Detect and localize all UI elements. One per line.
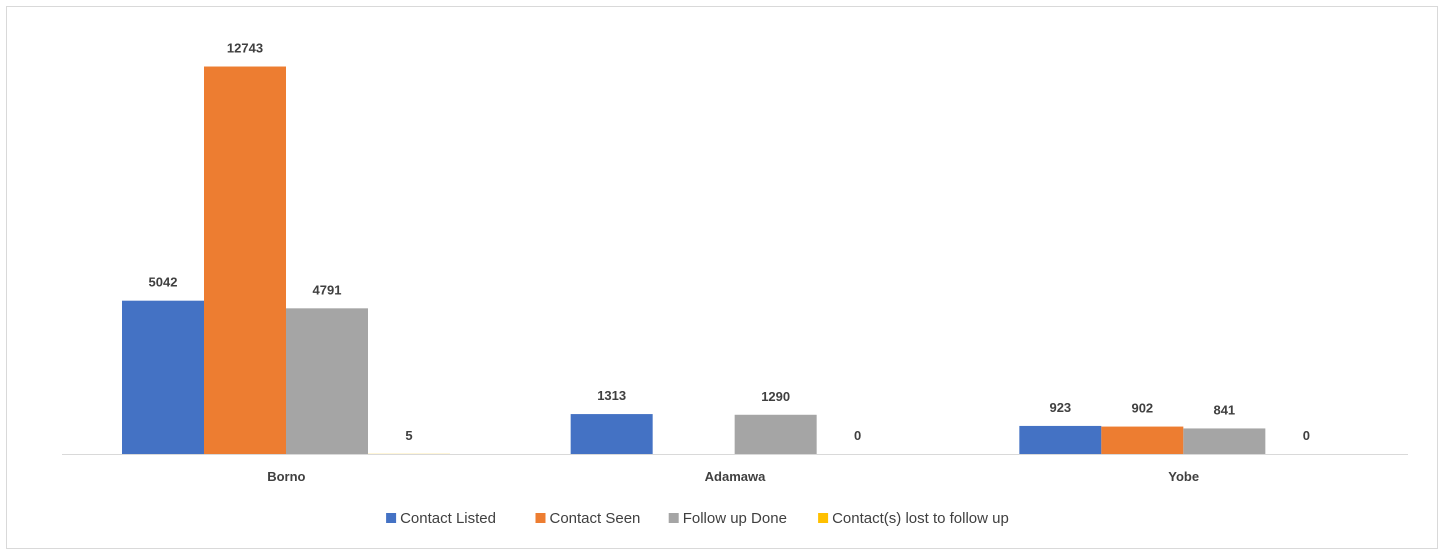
legend-swatch-0 xyxy=(386,513,397,523)
legend-label-1: Contact Seen xyxy=(550,510,641,527)
category-label-borno: Borno xyxy=(267,469,305,484)
data-label-borno-2: 4791 xyxy=(313,282,342,297)
data-label-yobe-3: 0 xyxy=(1303,428,1310,443)
data-label-yobe-0: 923 xyxy=(1049,400,1071,415)
data-label-borno-3: 5 xyxy=(405,428,412,443)
legend-label-0: Contact Listed xyxy=(400,510,496,527)
data-label-borno-1: 12743 xyxy=(227,41,263,56)
legend-label-3: Contact(s) lost to follow up xyxy=(832,510,1009,527)
legend-label-2: Follow up Done xyxy=(683,510,787,527)
data-label-yobe-1: 902 xyxy=(1131,401,1153,416)
bar-borno-2 xyxy=(286,308,368,454)
bar-adamawa-2 xyxy=(734,414,817,454)
data-label-adamawa-3: 0 xyxy=(854,428,861,443)
bar-yobe-2 xyxy=(1183,428,1266,454)
bar-adamawa-0 xyxy=(570,414,653,454)
legend-swatch-3 xyxy=(818,513,829,523)
bar-borno-1 xyxy=(204,66,286,455)
data-label-borno-0: 5042 xyxy=(149,275,178,290)
bar-yobe-0 xyxy=(1019,425,1102,454)
legend-swatch-2 xyxy=(668,513,679,523)
legend-swatch-1 xyxy=(535,513,546,523)
category-label-yobe: Yobe xyxy=(1168,469,1199,484)
data-label-adamawa-0: 1313 xyxy=(597,388,626,403)
data-label-adamawa-2: 1290 xyxy=(761,389,790,404)
bar-borno-0 xyxy=(122,300,204,454)
category-label-adamawa: Adamawa xyxy=(705,469,766,484)
data-label-yobe-2: 841 xyxy=(1213,402,1235,417)
bar-yobe-1 xyxy=(1101,426,1184,454)
